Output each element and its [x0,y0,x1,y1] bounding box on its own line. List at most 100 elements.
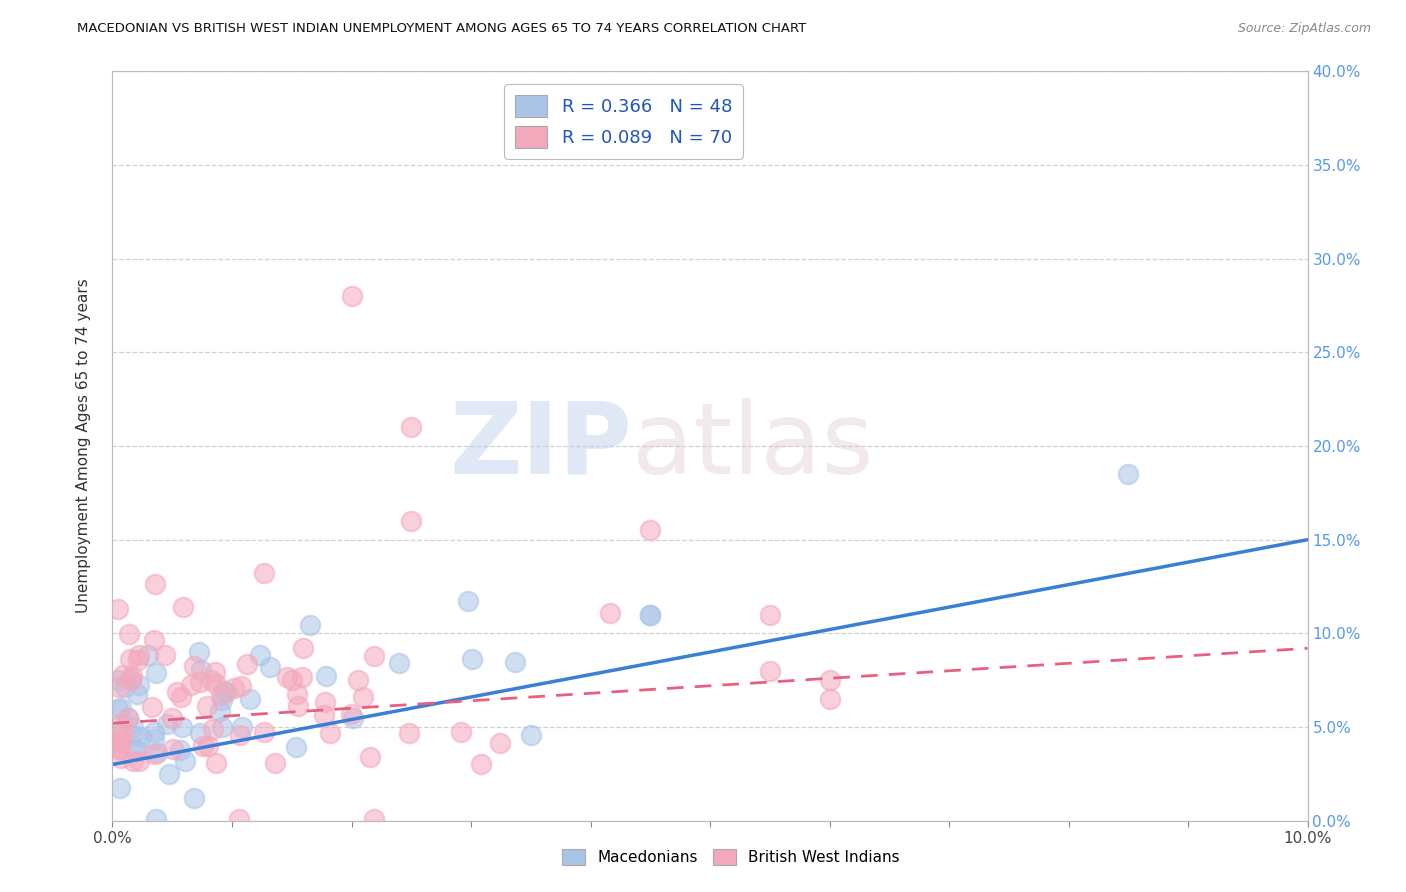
Point [340,707,363,722]
Point [155,648,177,663]
Point [340,289,363,303]
Point [107,734,129,748]
Point [128,648,150,663]
Point [204,665,226,679]
Point [1118,467,1140,482]
Text: MACEDONIAN VS BRITISH WEST INDIAN UNEMPLOYMENT AMONG AGES 65 TO 74 YEARS CORRELA: MACEDONIAN VS BRITISH WEST INDIAN UNEMPL… [77,22,807,36]
Point [401,420,423,434]
Text: ZIP: ZIP [450,398,633,494]
Point [197,739,219,754]
Point [347,673,370,687]
Point [208,704,231,718]
Point [281,673,304,687]
Point [231,679,253,693]
Point [117,711,139,725]
Point [125,743,148,757]
Point [222,681,245,695]
Point [640,607,662,622]
Point [640,607,662,622]
Point [249,648,271,662]
Point [107,673,129,687]
Point [312,708,335,723]
Point [170,720,193,734]
Point [162,742,184,756]
Point [127,652,149,666]
Point [259,660,281,674]
Point [287,698,309,713]
Point [190,663,212,677]
Point [239,692,262,706]
Point [157,766,180,780]
Legend: Macedonians, British West Indians: Macedonians, British West Indians [557,843,905,871]
Point [231,720,253,734]
Point [388,657,411,671]
Point [211,720,233,734]
Point [450,725,472,739]
Text: Source: ZipAtlas.com: Source: ZipAtlas.com [1237,22,1371,36]
Point [142,724,165,739]
Point [183,659,205,673]
Point [209,688,232,702]
Point [228,812,250,826]
Point [599,607,621,621]
Point [169,743,191,757]
Point [359,750,381,764]
Point [363,812,385,826]
Point [110,717,132,731]
Point [145,665,167,680]
Point [114,680,136,694]
Point [363,648,385,663]
Point [187,645,209,659]
Point [110,751,132,765]
Point [111,667,134,681]
Point [122,754,145,768]
Point [759,607,782,622]
Point [520,728,543,742]
Point [214,684,236,698]
Point [342,711,364,725]
Point [264,756,287,770]
Point [470,757,492,772]
Point [205,756,228,770]
Point [128,754,150,768]
Point [292,640,315,655]
Point [172,600,194,615]
Point [121,719,143,733]
Point [136,648,159,662]
Point [145,812,167,826]
Point [143,577,166,591]
Point [236,657,259,671]
Point [214,685,236,699]
Legend: R = 0.366   N = 48, R = 0.089   N = 70: R = 0.366 N = 48, R = 0.089 N = 70 [503,84,742,159]
Point [191,739,214,753]
Point [125,687,148,701]
Point [156,717,179,731]
Point [143,747,166,761]
Point [352,690,374,705]
Point [314,695,336,709]
Point [229,728,252,742]
Point [121,669,143,683]
Point [118,627,141,641]
Point [195,699,218,714]
Point [188,725,211,739]
Point [166,685,188,699]
Point [298,618,321,632]
Point [211,693,233,707]
Point [111,726,134,740]
Point [107,702,129,716]
Point [107,734,129,748]
Y-axis label: Unemployment Among Ages 65 to 74 years: Unemployment Among Ages 65 to 74 years [76,278,91,614]
Point [183,791,205,805]
Point [108,680,131,694]
Point [401,514,423,528]
Point [107,742,129,756]
Point [128,678,150,692]
Point [180,678,202,692]
Point [108,742,131,756]
Point [818,692,841,706]
Point [108,780,131,795]
Point [107,602,129,616]
Point [142,731,165,746]
Point [121,728,143,742]
